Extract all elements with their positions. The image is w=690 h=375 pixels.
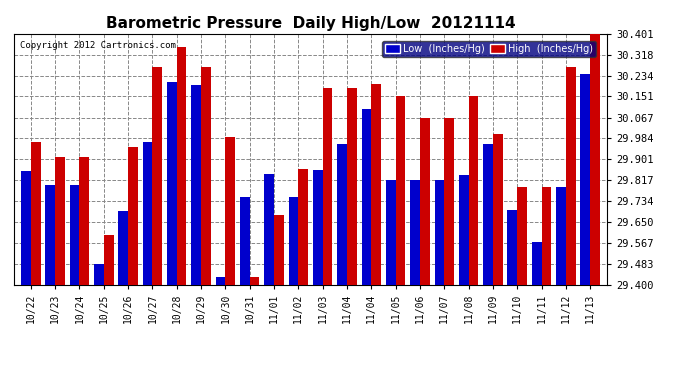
Bar: [493, 134, 502, 285]
Bar: [201, 67, 210, 285]
Bar: [444, 118, 454, 285]
Bar: [323, 88, 333, 285]
Bar: [264, 174, 274, 285]
Bar: [274, 215, 284, 285]
Bar: [167, 82, 177, 285]
Bar: [556, 187, 566, 285]
Bar: [518, 187, 527, 285]
Bar: [94, 264, 104, 285]
Bar: [542, 187, 551, 285]
Bar: [483, 144, 493, 285]
Bar: [507, 210, 518, 285]
Bar: [532, 242, 542, 285]
Bar: [386, 180, 395, 285]
Bar: [31, 142, 41, 285]
Bar: [240, 197, 250, 285]
Bar: [411, 180, 420, 285]
Bar: [288, 197, 298, 285]
Bar: [177, 46, 186, 285]
Bar: [469, 96, 478, 285]
Bar: [347, 88, 357, 285]
Bar: [371, 84, 381, 285]
Bar: [191, 85, 201, 285]
Bar: [70, 184, 79, 285]
Bar: [21, 171, 31, 285]
Bar: [580, 74, 590, 285]
Bar: [119, 211, 128, 285]
Bar: [590, 34, 600, 285]
Bar: [55, 157, 65, 285]
Bar: [337, 144, 347, 285]
Bar: [420, 118, 430, 285]
Bar: [435, 180, 444, 285]
Bar: [459, 174, 469, 285]
Bar: [152, 67, 162, 285]
Bar: [104, 235, 114, 285]
Legend: Low  (Inches/Hg), High  (Inches/Hg): Low (Inches/Hg), High (Inches/Hg): [382, 41, 596, 57]
Text: Copyright 2012 Cartronics.com: Copyright 2012 Cartronics.com: [20, 41, 176, 50]
Bar: [79, 157, 89, 285]
Bar: [226, 137, 235, 285]
Bar: [395, 96, 405, 285]
Bar: [313, 170, 323, 285]
Bar: [143, 142, 152, 285]
Bar: [46, 185, 55, 285]
Bar: [298, 169, 308, 285]
Title: Barometric Pressure  Daily High/Low  20121114: Barometric Pressure Daily High/Low 20121…: [106, 16, 515, 31]
Bar: [250, 278, 259, 285]
Bar: [216, 278, 226, 285]
Bar: [566, 67, 575, 285]
Bar: [128, 147, 138, 285]
Bar: [362, 109, 371, 285]
